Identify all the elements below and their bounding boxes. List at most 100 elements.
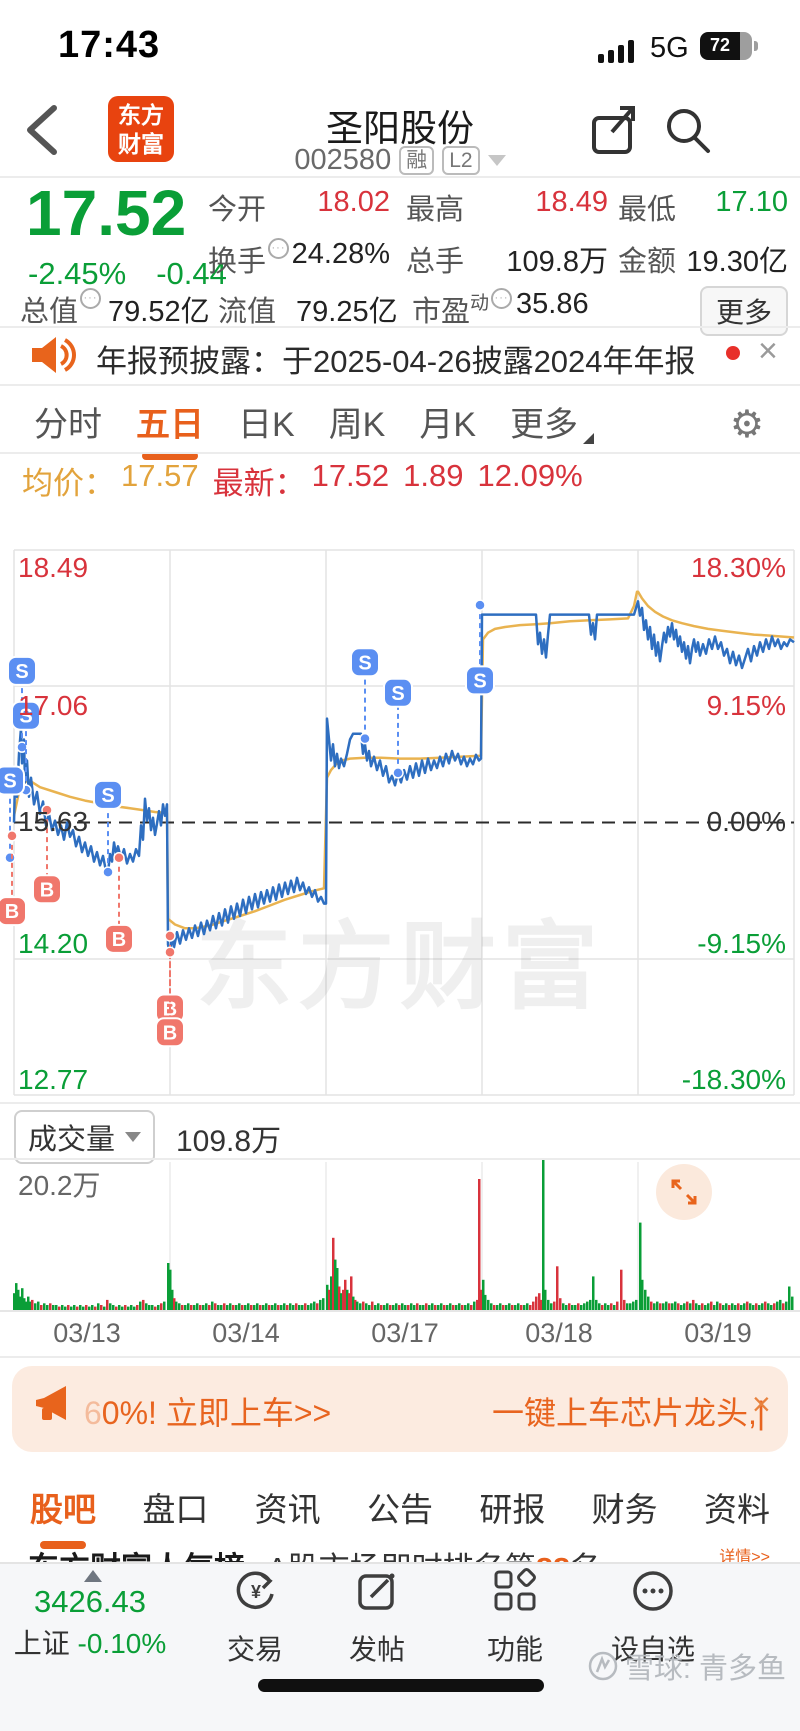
chevron-down-icon[interactable] bbox=[487, 155, 506, 166]
page-title: 圣阳股份 bbox=[326, 108, 474, 149]
info-icon[interactable]: ··· bbox=[491, 288, 513, 309]
battery-nub-icon bbox=[754, 41, 758, 51]
last-label: 最新： bbox=[212, 466, 306, 501]
nav-functions[interactable]: 功能 bbox=[486, 1634, 543, 1665]
news-close-icon[interactable]: × bbox=[758, 332, 778, 370]
rank-text: A股市场即时排名第88名 bbox=[267, 1543, 601, 1562]
tab-5day[interactable]: 五日 bbox=[136, 397, 204, 446]
megaphone-icon bbox=[36, 1386, 66, 1420]
expand-chart-button[interactable] bbox=[656, 1164, 712, 1220]
back-icon[interactable] bbox=[20, 100, 68, 160]
quote-value-floatcap: 79.25亿 bbox=[296, 296, 398, 328]
quote-field-volume: 总手 bbox=[406, 246, 465, 278]
ad-right-text[interactable]: 一键上车芯片龙头,| bbox=[492, 1395, 766, 1431]
y-label-left-0: 18.49 bbox=[18, 552, 89, 583]
tab-weekly-k[interactable]: 周K bbox=[328, 405, 386, 444]
x-label-1: 03/14 bbox=[212, 1318, 280, 1348]
tab-news[interactable]: 资讯 bbox=[254, 1491, 321, 1528]
nav-trade[interactable]: 交易 bbox=[226, 1634, 283, 1665]
post-icon[interactable] bbox=[354, 1568, 400, 1614]
chevron-down-icon bbox=[125, 1132, 142, 1142]
index-percent: -0.10% bbox=[77, 1628, 167, 1659]
quote-field-mktcap[interactable]: 总值 ··· bbox=[20, 288, 102, 330]
svg-text:S: S bbox=[101, 785, 114, 807]
expand-arrows-icon bbox=[671, 1179, 697, 1205]
tab-announcements[interactable]: 公告 bbox=[366, 1491, 433, 1528]
quote-field-floatcap: 流值 bbox=[218, 296, 277, 328]
quote-field-turnover[interactable]: 换手 ··· bbox=[208, 238, 290, 280]
stock-detail-tabs: 股吧 盘口 资讯 公告 研报 财务 资料 bbox=[0, 1468, 800, 1546]
nav-post[interactable]: 发帖 bbox=[348, 1634, 405, 1665]
index-value[interactable]: 3426.43 bbox=[33, 1584, 147, 1619]
add-watchlist-icon[interactable] bbox=[630, 1568, 676, 1614]
quote-value-mktcap: 79.52亿 bbox=[108, 296, 210, 328]
quote-value-high: 18.49 bbox=[535, 186, 608, 218]
gear-icon[interactable]: ⚙ bbox=[729, 402, 764, 446]
chart-legend: 均价： 17.57 最新： 17.52 1.89 12.09% bbox=[22, 458, 583, 503]
divider bbox=[0, 384, 800, 386]
quote-field-high: 最高 bbox=[406, 194, 465, 226]
period-tabs: 分时 五日 日K 周K 月K 更多 bbox=[0, 390, 800, 452]
quote-value-low: 17.10 bbox=[715, 186, 788, 218]
xueqiu-logo-icon bbox=[588, 1651, 618, 1681]
volume-indicator-selector[interactable]: 成交量 bbox=[14, 1110, 156, 1164]
corner-triangle-icon bbox=[583, 432, 595, 444]
home-indicator[interactable] bbox=[258, 1679, 544, 1692]
bottom-nav-bar bbox=[0, 1562, 800, 1731]
ad-left-text[interactable]: 60%! 立即上车>> bbox=[84, 1395, 332, 1431]
nav-add-watchlist[interactable]: 设自选 bbox=[610, 1634, 695, 1665]
stock-code: 002580 bbox=[294, 144, 392, 176]
trade-icon[interactable]: ¥ bbox=[233, 1568, 279, 1614]
ad-banner[interactable] bbox=[12, 1366, 788, 1452]
tab-more[interactable]: 更多 bbox=[510, 397, 595, 446]
avg-label: 均价： bbox=[22, 466, 115, 501]
last-pct: 12.09% bbox=[477, 458, 583, 493]
divider bbox=[0, 1158, 800, 1160]
quote-field-low: 最低 bbox=[618, 194, 677, 226]
svg-text:S: S bbox=[15, 661, 28, 683]
more-button[interactable]: 更多 bbox=[700, 286, 789, 336]
svg-text:B: B bbox=[40, 879, 54, 901]
eastmoney-logo[interactable]: 东方 财富 bbox=[108, 96, 174, 162]
news-ticker[interactable]: 年报预披露：于2025-04-26披露2024年年报 bbox=[96, 344, 696, 379]
volume-axis-max: 20.2万 bbox=[18, 1170, 101, 1201]
index-sub-row[interactable]: 上证 -0.10% bbox=[0, 1622, 180, 1662]
divider bbox=[0, 1356, 800, 1358]
share-icon[interactable] bbox=[586, 102, 642, 158]
volume-chart[interactable] bbox=[0, 1160, 800, 1313]
stock-code-row[interactable]: 002580 融 L2 bbox=[0, 144, 800, 177]
y-label-right-0: 18.30% bbox=[691, 552, 786, 583]
tab-monthly-k[interactable]: 月K bbox=[419, 405, 477, 444]
functions-icon[interactable] bbox=[492, 1568, 538, 1614]
tab-research[interactable]: 研报 bbox=[479, 1491, 546, 1528]
five-day-price-chart[interactable]: 东方财富SSSBBSBBBSSS bbox=[0, 548, 800, 1102]
battery-percent: 72 bbox=[709, 35, 731, 55]
info-icon[interactable]: ··· bbox=[268, 238, 290, 259]
quote-field-pe[interactable]: 市盈 动 ··· bbox=[412, 288, 513, 330]
popularity-rank-row[interactable]: 东方财富人气榜 A股市场即时排名第88名 详情>> bbox=[0, 1543, 800, 1562]
last-chg: 1.89 bbox=[403, 458, 464, 493]
speaker-icon bbox=[32, 337, 76, 373]
tab-minute[interactable]: 分时 bbox=[34, 405, 102, 444]
svg-text:¥: ¥ bbox=[251, 1582, 261, 1602]
status-time: 17:43 bbox=[58, 24, 161, 66]
index-name: 上证 bbox=[13, 1628, 70, 1659]
last-value: 17.52 bbox=[311, 458, 390, 493]
search-icon[interactable] bbox=[660, 102, 716, 158]
tab-daily-k[interactable]: 日K bbox=[238, 405, 295, 444]
info-icon[interactable]: ··· bbox=[80, 288, 102, 309]
tab-guba[interactable]: 股吧 bbox=[30, 1483, 96, 1531]
tab-profile[interactable]: 资料 bbox=[703, 1491, 770, 1528]
x-label-0: 03/13 bbox=[53, 1318, 121, 1348]
svg-text:东方财富: 东方财富 bbox=[196, 914, 604, 1021]
y-label-right-2: 0.00% bbox=[706, 806, 786, 837]
divider bbox=[0, 326, 800, 328]
rank-title: 东方财富人气榜 bbox=[28, 1543, 245, 1562]
margin-badge: 融 bbox=[399, 145, 435, 176]
tab-pankou[interactable]: 盘口 bbox=[142, 1491, 209, 1528]
change-value: -0.44 bbox=[156, 256, 227, 291]
divider bbox=[0, 176, 800, 178]
rank-detail-link[interactable]: 详情>> bbox=[719, 1549, 770, 1562]
ad-close-icon[interactable]: × bbox=[752, 1386, 771, 1422]
tab-financials[interactable]: 财务 bbox=[591, 1491, 658, 1528]
